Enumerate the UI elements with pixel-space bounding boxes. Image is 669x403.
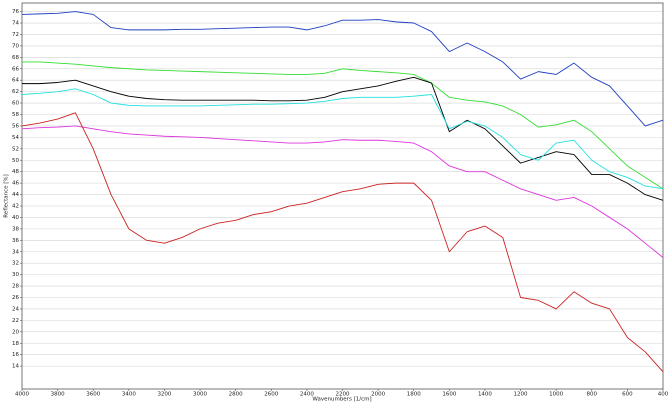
y-tick-label: 18	[12, 341, 19, 347]
y-tick-label: 34	[12, 249, 19, 255]
y-tick-label: 56	[12, 123, 19, 129]
x-tick-label: 2000	[371, 392, 385, 398]
x-tick-label: 400	[658, 392, 669, 398]
x-tick-label: 4000	[15, 392, 29, 398]
y-tick-label: 14	[12, 364, 19, 370]
y-tick-label: 42	[12, 204, 19, 210]
x-axis-label: Wavenumbers [1/cm]	[312, 397, 371, 403]
y-tick-label: 38	[12, 226, 19, 232]
y-tick-label: 22	[12, 318, 19, 324]
y-tick-label: 68	[12, 55, 19, 61]
x-tick-label: 2600	[264, 392, 278, 398]
series-line	[21, 11, 664, 127]
y-tick-label: 64	[12, 78, 19, 84]
y-tick-label: 72	[12, 32, 19, 38]
x-tick-label: 3800	[51, 392, 65, 398]
x-tick-label: 3400	[122, 392, 136, 398]
x-tick-label: 1400	[478, 392, 492, 398]
series-line	[22, 61, 664, 190]
y-tick-label: 54	[12, 135, 19, 141]
x-tick-label: 800	[587, 392, 598, 398]
y-tick-label: 36	[12, 238, 19, 244]
y-axis-label: Reflectance [%]	[4, 174, 10, 218]
x-tick-label: 1800	[407, 392, 421, 398]
x-tick-label: 2800	[229, 392, 243, 398]
x-tick-label: 3000	[193, 392, 207, 398]
y-tick-label: 40	[12, 215, 19, 221]
series-line	[21, 88, 664, 190]
y-tick-label: 24	[12, 306, 19, 312]
x-tick-label: 2400	[300, 392, 314, 398]
y-tick-label: 66	[12, 66, 19, 72]
x-tick-label: 1600	[442, 392, 456, 398]
x-tick-label: 3600	[86, 392, 100, 398]
y-tick-label: 74	[12, 21, 19, 27]
y-tick-label: 60	[12, 101, 19, 107]
y-tick-label: 26	[12, 295, 19, 301]
y-tick-label: 46	[12, 181, 19, 187]
y-tick-label: 62	[12, 89, 19, 95]
x-tick-label: 1000	[549, 392, 563, 398]
plot-frame	[21, 2, 664, 390]
y-tick-label: 32	[12, 261, 19, 267]
y-tick-label: 20	[12, 329, 19, 335]
y-tick-label: 48	[12, 169, 19, 175]
y-tick-label: 58	[12, 112, 19, 118]
x-tick-label: 1200	[514, 392, 528, 398]
y-tick-label: 52	[12, 146, 19, 152]
y-tick-label: 50	[12, 158, 19, 164]
y-tick-label: 76	[12, 9, 19, 15]
y-tick-label: 70	[12, 43, 19, 49]
y-tick-label: 44	[12, 192, 19, 198]
x-tick-label: 600	[622, 392, 633, 398]
y-tick-label: 30	[12, 272, 19, 278]
series-line	[22, 76, 664, 201]
x-tick-label: 3200	[157, 392, 171, 398]
series-line	[21, 125, 664, 258]
x-tick-label: 2200	[336, 392, 350, 398]
y-tick-label: 28	[12, 284, 19, 290]
y-tick-label: 16	[12, 352, 19, 358]
series-line	[21, 112, 664, 373]
